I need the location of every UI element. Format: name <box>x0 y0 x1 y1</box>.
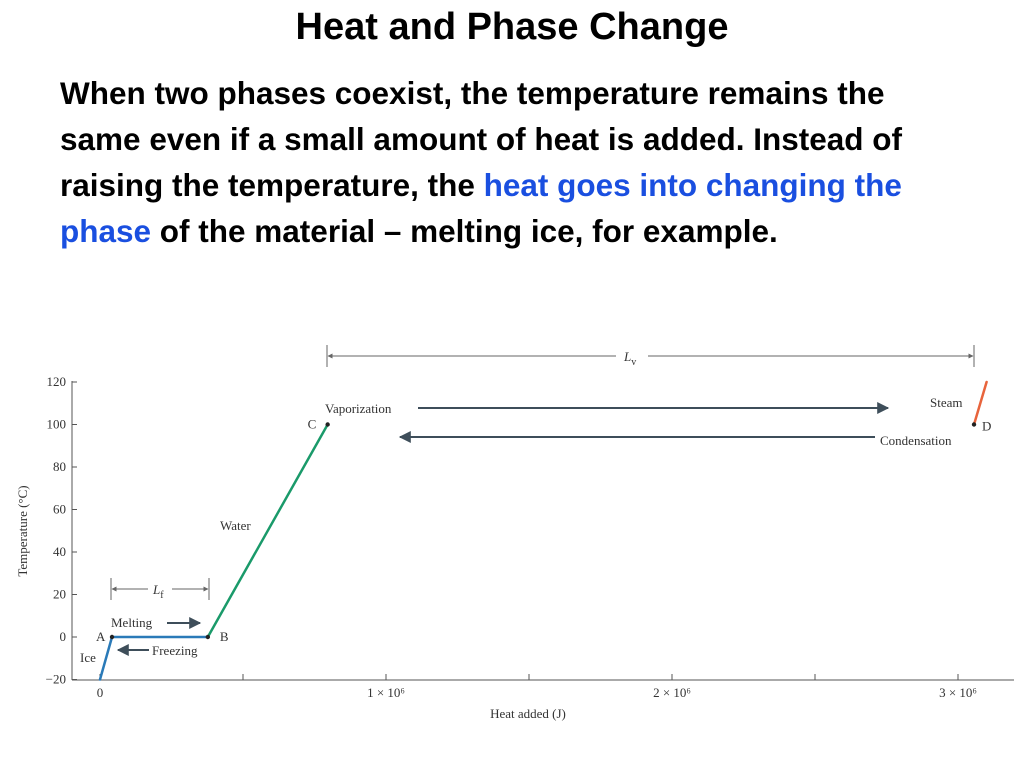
x-tick-label: 1 × 10⁶ <box>367 685 405 700</box>
point-label-c: C <box>308 417 317 432</box>
point-a <box>109 634 115 640</box>
vaporization-label: Vaporization <box>325 401 392 416</box>
lf-letter: L <box>152 582 160 597</box>
freezing-label: Freezing <box>152 643 198 658</box>
y-tick-label: 60 <box>53 502 66 517</box>
y-tick-label: 40 <box>53 544 66 559</box>
melting-label: Melting <box>111 615 153 630</box>
lv-span: Lv <box>326 345 975 368</box>
point-b <box>205 634 211 640</box>
lv-subscript: v <box>631 357 636 368</box>
x-axis-label: Heat added (J) <box>490 706 566 721</box>
y-tick-label: 120 <box>47 374 67 389</box>
lv-label: Lv <box>623 349 636 368</box>
lf-label: Lf <box>152 582 164 601</box>
y-tick-label: −20 <box>46 672 66 687</box>
x-tick-label: 2 × 10⁶ <box>653 685 691 700</box>
slide-title: Heat and Phase Change <box>295 6 729 48</box>
slide-paragraph: When two phases coexist, the temperature… <box>60 70 960 254</box>
y-tick-label: 20 <box>53 587 66 602</box>
steam-label: Steam <box>930 395 963 410</box>
y-tick-label: 80 <box>53 459 66 474</box>
y-axis-label: Temperature (°C) <box>15 485 30 576</box>
point-label-a: A <box>96 629 106 644</box>
y-tick-label: 100 <box>47 417 67 432</box>
x-tick-label: 3 × 10⁶ <box>939 685 977 700</box>
point-d <box>971 422 977 427</box>
point-c <box>325 422 330 427</box>
condensation-label: Condensation <box>880 433 952 448</box>
lf-subscript: f <box>160 590 164 601</box>
point-label-d: D <box>982 419 991 434</box>
ice-label: Ice <box>80 650 96 665</box>
segment-steam <box>972 380 988 426</box>
x-tick-label: 0 <box>97 685 104 700</box>
paragraph-highlight: heat goes into changing the phase <box>60 167 902 249</box>
lv-letter: L <box>623 349 631 364</box>
paragraph-text-after: of the material – melting ice, for examp… <box>151 213 778 249</box>
y-tick-label: 0 <box>60 629 67 644</box>
segment-ice <box>98 635 114 681</box>
paragraph-text-before: When two phases coexist, the temperature… <box>60 75 902 203</box>
water-label: Water <box>220 518 251 533</box>
point-label-b: B <box>220 629 229 644</box>
segment-water <box>206 423 329 639</box>
lf-span: Lf <box>110 578 210 601</box>
